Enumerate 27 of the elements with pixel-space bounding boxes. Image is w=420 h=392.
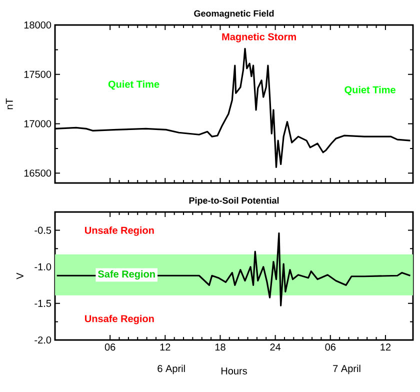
text: 7 April	[333, 364, 360, 374]
band-label: Safe Region	[98, 270, 155, 280]
annotation: Unsafe Region	[85, 226, 154, 236]
x-axis-title: Hours	[221, 367, 247, 374]
y-tick-label: 18000	[24, 21, 52, 29]
chart-title: Geomagnetic Field	[194, 10, 274, 18]
annotation: Quiet Time	[344, 86, 396, 96]
y-axis-title: nT	[6, 98, 13, 110]
x-tick-label: 06	[325, 344, 336, 351]
y-axis-title: V	[16, 272, 24, 280]
y-tick-label: -1.5	[34, 300, 52, 307]
y-tick-label: 17500	[24, 70, 52, 78]
x-tick-label: 18	[215, 344, 226, 351]
x-tick-label: 06	[104, 344, 116, 351]
annotation: Quiet Time	[108, 80, 160, 90]
y-tick-label: 16500	[24, 170, 52, 177]
text: 6 April	[158, 364, 185, 374]
y-tick-label: -1.0	[34, 263, 52, 270]
annotation: Magnetic Storm	[222, 32, 296, 42]
annotation: Unsafe Region	[85, 314, 154, 324]
y-tick-label: -0.5	[34, 226, 52, 234]
x-tick-label: 12	[380, 344, 391, 351]
x-tick-label: 12	[160, 344, 170, 351]
y-tick-label: -2.0	[34, 336, 52, 344]
y-tick-label: 17000	[24, 120, 52, 128]
x-tick-label: 24	[270, 344, 281, 351]
chart-title: Pipe-to-Soil Potential	[189, 197, 279, 206]
